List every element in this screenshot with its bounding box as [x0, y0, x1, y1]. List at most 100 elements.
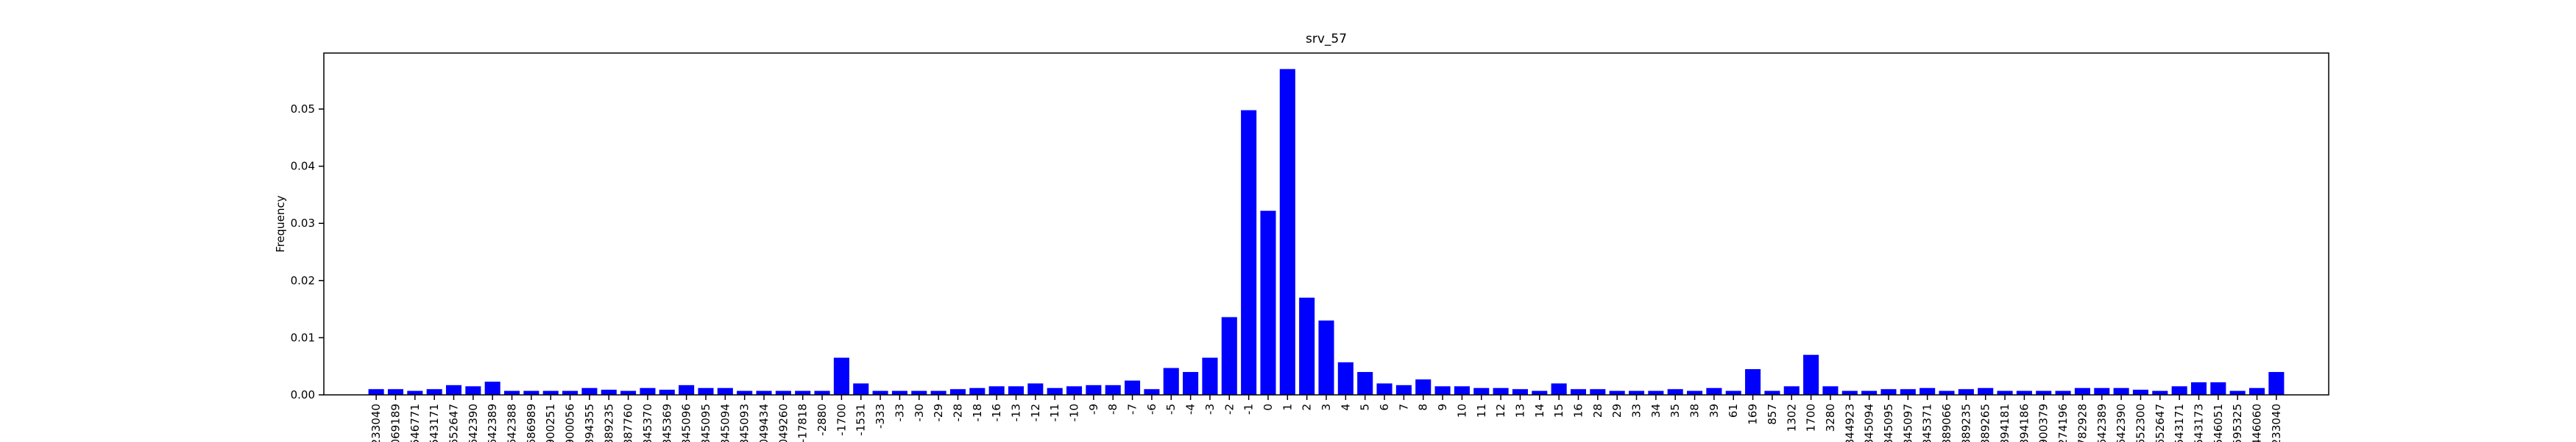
bar: [1764, 390, 1780, 395]
bar: [717, 387, 733, 395]
bar: [1803, 354, 1819, 395]
x-tick-label: -845370: [641, 404, 654, 442]
bar: [1279, 69, 1295, 395]
x-tick-label: -845096: [680, 404, 693, 442]
x-tick-label: -642389: [486, 404, 499, 442]
bar: [1260, 211, 1276, 395]
x-tick-label: -1531: [854, 404, 868, 436]
x-tick-label: 595325: [2231, 404, 2244, 442]
x-tick-label: -900056: [564, 404, 577, 442]
bar: [1997, 390, 2013, 395]
x-tick-label: 4: [1339, 404, 1352, 411]
bar: [1415, 379, 1432, 395]
x-tick-label: -30: [913, 404, 926, 422]
bar: [1318, 320, 1334, 395]
x-tick-label: -11: [1048, 404, 1061, 422]
bar: [1880, 389, 1897, 395]
x-tick-label: 10: [1455, 404, 1468, 418]
x-tick-label: -6: [1145, 404, 1158, 415]
bar: [853, 383, 869, 395]
x-tick-label: 543173: [2192, 404, 2205, 442]
x-tick-label: 7: [1397, 404, 1410, 411]
x-tick-label: 14: [1533, 404, 1546, 418]
bar: [1822, 386, 1839, 395]
x-tick-label: 845097: [1901, 404, 1914, 442]
bar: [2268, 371, 2285, 395]
bar: [1183, 371, 1199, 395]
x-tick-label: 11: [1475, 404, 1488, 418]
x-tick-label: 16: [1571, 404, 1585, 418]
x-tick-label: -10: [1068, 404, 1081, 422]
x-tick-label: -845094: [718, 404, 732, 442]
y-tick-label: 0.03: [291, 217, 315, 230]
x-tick-label: 889235: [1959, 404, 1972, 442]
bar: [1163, 368, 1179, 395]
x-tick-label: 15: [1552, 404, 1565, 418]
x-tick-label: 889265: [1979, 404, 1992, 442]
bar: [949, 389, 966, 395]
bar: [1299, 298, 1315, 395]
x-tick-label: -2: [1222, 404, 1236, 415]
bar: [1434, 386, 1451, 395]
x-tick-label: 845094: [1863, 404, 1876, 442]
bar: [659, 390, 675, 395]
x-tick-label: -049260: [776, 404, 790, 442]
bar: [2152, 390, 2168, 395]
x-tick-label: -5: [1164, 404, 1178, 415]
bar: [1841, 390, 1858, 395]
x-tick-label: -16: [990, 404, 1003, 422]
x-tick-label: 1302: [1785, 404, 1798, 432]
x-tick-label: 0: [1262, 404, 1275, 411]
bar: [1512, 389, 1528, 395]
x-tick-label: 13: [1513, 404, 1526, 418]
x-tick-label: 6: [1378, 404, 1391, 411]
bar: [407, 390, 423, 395]
bar: [1337, 362, 1354, 395]
x-tick-label: -543171: [428, 404, 441, 442]
x-tick-label: -4: [1184, 404, 1197, 415]
bar: [2248, 387, 2265, 395]
bar: [872, 390, 888, 395]
x-tick-label: 3280: [1824, 404, 1837, 432]
bar: [504, 390, 520, 395]
x-tick-label: 546051: [2212, 404, 2225, 442]
bar: [1939, 390, 1955, 395]
y-tick-label: 0.02: [291, 274, 315, 287]
x-tick-label: -9: [1087, 404, 1100, 415]
bar: [795, 390, 811, 395]
bar: [1395, 385, 1412, 395]
bar: [756, 390, 772, 395]
bar: [1047, 387, 1063, 395]
x-tick-label: -845095: [699, 404, 712, 442]
x-tick-label: -889235: [602, 404, 615, 442]
x-tick-label: -7: [1126, 404, 1139, 415]
bar: [523, 390, 539, 395]
x-tick-label: 5: [1359, 404, 1372, 411]
bar: [620, 390, 637, 395]
x-tick-label: -069189: [389, 404, 402, 442]
x-tick-label: 34: [1649, 404, 1663, 418]
bar: [1900, 389, 1916, 395]
bar: [930, 390, 946, 395]
bar: [465, 386, 481, 395]
bar: [601, 390, 617, 395]
bar: [581, 387, 598, 395]
bar: [2036, 390, 2052, 395]
x-tick-label: 28: [1591, 404, 1604, 418]
x-tick-label: -1700: [835, 404, 848, 436]
bar: [1125, 380, 1141, 395]
bar: [1144, 389, 1160, 395]
bar: [1725, 390, 1741, 395]
bar: [679, 385, 695, 395]
x-tick-label: -8: [1106, 404, 1119, 415]
x-tick-label: -33: [893, 404, 906, 422]
bar: [1745, 369, 1761, 395]
bar: [2190, 382, 2207, 395]
x-tick-label: -2880: [815, 404, 829, 436]
bar: [1958, 389, 1974, 395]
x-tick-label: 12: [1494, 404, 1507, 418]
bar: [1376, 383, 1393, 395]
x-tick-label: -333: [874, 404, 887, 429]
bar: [1919, 387, 1936, 395]
x-tick-label: 894181: [1998, 404, 2011, 442]
